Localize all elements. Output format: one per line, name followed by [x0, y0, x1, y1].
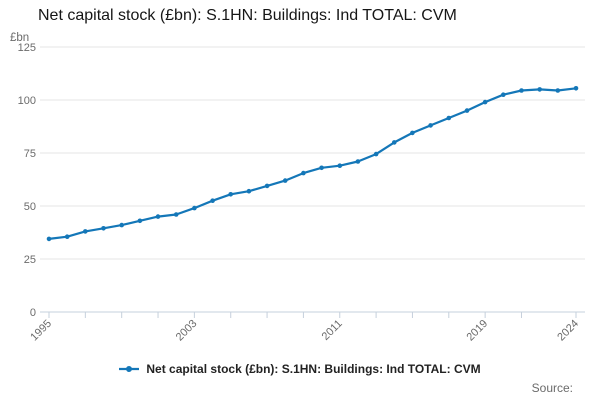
- data-point-marker[interactable]: [537, 87, 542, 92]
- x-tick-label: 1995: [28, 318, 54, 344]
- data-point-marker[interactable]: [264, 183, 270, 189]
- data-point-marker[interactable]: [119, 222, 124, 228]
- data-point-marker[interactable]: [210, 198, 215, 203]
- data-point-marker[interactable]: [228, 192, 233, 197]
- data-point-marker[interactable]: [64, 234, 70, 239]
- data-point-marker[interactable]: [319, 165, 324, 171]
- data-point-marker[interactable]: [137, 218, 143, 224]
- x-tick-label: 2011: [320, 318, 345, 343]
- data-point-marker[interactable]: [46, 236, 52, 242]
- data-line: [47, 87, 578, 240]
- data-point-marker[interactable]: [392, 140, 397, 145]
- data-point-marker[interactable]: [446, 115, 452, 121]
- data-point-marker[interactable]: [482, 99, 488, 105]
- data-point-marker[interactable]: [173, 212, 179, 217]
- data-point-marker[interactable]: [101, 226, 106, 231]
- data-point-marker[interactable]: [410, 130, 415, 136]
- data-point-marker[interactable]: [555, 88, 561, 93]
- data-point-marker[interactable]: [519, 88, 524, 93]
- y-tick-label: 100: [18, 95, 36, 107]
- y-tick-label: 50: [24, 201, 36, 213]
- x-tick-label: 2024: [555, 318, 581, 344]
- x-tick-label: 2019: [464, 318, 490, 344]
- data-point-marker[interactable]: [573, 86, 579, 91]
- y-tick-label: 25: [24, 254, 36, 266]
- data-point-marker[interactable]: [355, 159, 361, 164]
- data-point-marker[interactable]: [192, 205, 197, 211]
- data-point-marker[interactable]: [155, 214, 161, 219]
- data-point-marker[interactable]: [301, 170, 306, 176]
- source-note: Source:: [531, 381, 573, 395]
- chart-title: Net capital stock (£bn): S.1HN: Building…: [38, 7, 457, 24]
- data-point-marker[interactable]: [337, 163, 343, 168]
- data-point-marker[interactable]: [83, 229, 88, 234]
- data-point-marker[interactable]: [282, 178, 288, 183]
- legend-item[interactable]: Net capital stock (£bn): S.1HN: Building…: [0, 362, 600, 376]
- y-tick-label: 0: [30, 307, 36, 319]
- x-tick-label: 2003: [174, 318, 200, 344]
- line-chart-plot: 0 25 50 75 100 125 1995 2003 2011 2019 2024: [18, 42, 585, 344]
- legend-label: Net capital stock (£bn): S.1HN: Building…: [146, 362, 481, 376]
- legend-line-marker-icon: [119, 366, 140, 372]
- y-axis-unit-label: £bn: [10, 32, 30, 44]
- y-tick-label: 125: [18, 42, 36, 54]
- data-point-marker[interactable]: [428, 123, 433, 128]
- data-point-marker[interactable]: [246, 188, 252, 194]
- data-point-marker[interactable]: [373, 151, 379, 157]
- y-tick-label: 75: [24, 148, 36, 160]
- data-point-marker[interactable]: [501, 92, 506, 97]
- data-point-marker[interactable]: [464, 108, 470, 113]
